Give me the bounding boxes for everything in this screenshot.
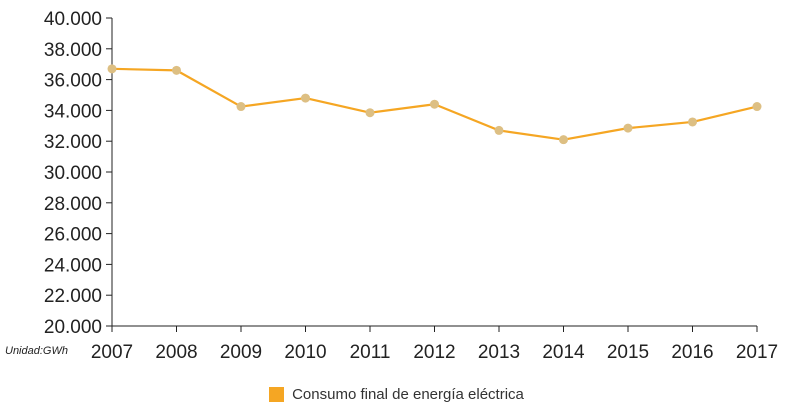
data-point (236, 102, 246, 112)
x-axis: 2007 2008 2009 2010 2011 2012 2013 2014 2015 2016… (91, 325, 778, 363)
legend-swatch (269, 386, 285, 402)
data-point (107, 64, 117, 74)
y-tick-label: 34.000 (44, 101, 102, 122)
data-point (494, 125, 504, 135)
y-tick-label: 38.000 (44, 40, 102, 61)
data-point (752, 102, 762, 112)
y-axis: 20.000 22.000 24.000 26.000 28.000 30.000 32.0… (44, 9, 113, 338)
data-point (365, 108, 375, 118)
y-tick-label: 22.000 (44, 286, 102, 307)
legend: Consumo final de energía eléctrica (0, 383, 793, 405)
x-tick-label: 2007 (91, 342, 133, 363)
y-tick-label: 40.000 (44, 9, 102, 30)
x-tick-label: 2016 (671, 342, 713, 363)
data-point (623, 123, 633, 133)
data-point (172, 65, 181, 75)
x-tick-label: 2011 (350, 342, 391, 363)
y-tick-label: 36.000 (44, 71, 102, 92)
data-point (688, 117, 697, 127)
series-consumo (107, 64, 762, 145)
y-tick-label: 28.000 (44, 194, 102, 215)
unit-label: Unidad:GWh (5, 345, 68, 357)
data-point (301, 93, 310, 103)
y-tick-label: 26.000 (44, 225, 102, 246)
legend-item: Consumo final de energía eléctrica (269, 386, 524, 403)
x-tick-label: 2010 (284, 342, 326, 363)
x-tick-label: 2009 (220, 342, 262, 363)
data-point (430, 99, 439, 109)
data-point (559, 135, 568, 145)
x-tick-label: 2013 (478, 342, 520, 363)
y-tick-label: 32.000 (44, 132, 102, 153)
x-tick-label: 2014 (542, 342, 585, 363)
y-tick-label: 20.000 (44, 317, 102, 338)
x-tick-label: 2008 (155, 342, 197, 363)
legend-label: Consumo final de energía eléctrica (292, 385, 524, 403)
x-tick-label: 2017 (736, 342, 778, 363)
y-tick-label: 30.000 (44, 163, 102, 184)
x-tick-label: 2012 (413, 342, 455, 363)
x-tick-label: 2015 (607, 342, 649, 363)
y-tick-label: 24.000 (44, 255, 102, 276)
